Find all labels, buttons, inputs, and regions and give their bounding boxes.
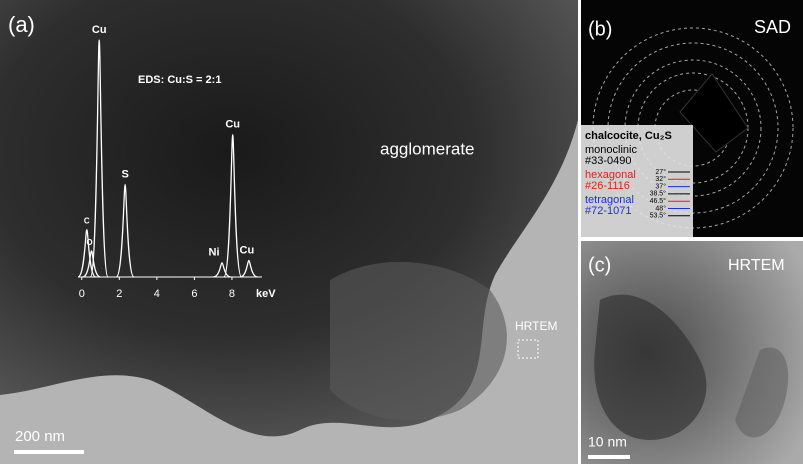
- panel-label: (b): [588, 18, 612, 40]
- peak-label: S: [121, 168, 128, 180]
- hrtem-box: [517, 339, 539, 359]
- scale-label: 200 nm: [15, 428, 65, 445]
- peak-label: O: [86, 238, 92, 247]
- angle-label: 46.5°: [650, 197, 667, 205]
- phase-name: monoclinic: [585, 144, 637, 156]
- phase-card: #26-1116: [585, 180, 630, 192]
- peak-label: Cu: [92, 24, 107, 36]
- peak-label: Cu: [225, 119, 240, 131]
- eds-title: EDS: Cu:S = 2:1: [138, 74, 221, 86]
- mode-label: HRTEM: [728, 257, 785, 274]
- peak: [239, 259, 258, 278]
- peak: [223, 134, 243, 278]
- peak: [115, 183, 135, 278]
- phase-card: #33-0490: [585, 155, 632, 167]
- phase-name: tetragonal: [585, 194, 634, 206]
- x-axis-label: keV: [256, 288, 276, 300]
- phase-name: hexagonal: [585, 169, 636, 181]
- x-tick-label: 2: [116, 288, 122, 300]
- eds-spectrum: 0 2 4 6 8 keV C O Cu S Ni Cu Cu: [77, 24, 276, 300]
- legend: monoclinic#33-0490 hexagonal#26-1116 tetra…: [585, 144, 690, 220]
- panel-b: (b) SAD chalcocite, Cu₂S monoclinic#33-0…: [581, 0, 803, 237]
- angle-label: 38.5°: [650, 190, 667, 198]
- x-tick-label: 8: [229, 288, 235, 300]
- panel-label: (c): [588, 254, 611, 276]
- panel-label: (a): [8, 12, 35, 37]
- panel-a: (a) agglomerate HRTEM 200 nm EDS: Cu:S =…: [0, 0, 578, 464]
- phase-card: #72-1071: [585, 205, 632, 217]
- box-label: HRTEM: [515, 319, 557, 333]
- peak: [77, 228, 97, 278]
- peak: [89, 39, 109, 278]
- x-tick-label: 0: [79, 288, 85, 300]
- peak: [213, 262, 231, 278]
- peak-label: C: [84, 217, 90, 226]
- x-tick-label: 6: [191, 288, 197, 300]
- angle-label: 27°: [655, 168, 666, 176]
- angle-label: 37°: [655, 182, 666, 190]
- peak: [82, 250, 101, 278]
- mode-label: SAD: [754, 17, 791, 37]
- angle-label: 32°: [655, 175, 666, 183]
- angle-label: 48°: [655, 204, 666, 212]
- angle-label: 53.5°: [650, 212, 667, 220]
- panel-c: (c) HRTEM 10 nm: [581, 241, 803, 464]
- peak-label: Cu: [240, 244, 255, 256]
- region-label: agglomerate: [380, 139, 475, 158]
- scale-label: 10 nm: [588, 434, 627, 450]
- peak-label: Ni: [209, 247, 220, 259]
- x-tick-label: 4: [154, 288, 160, 300]
- legend-title: chalcocite, Cu₂S: [585, 130, 672, 142]
